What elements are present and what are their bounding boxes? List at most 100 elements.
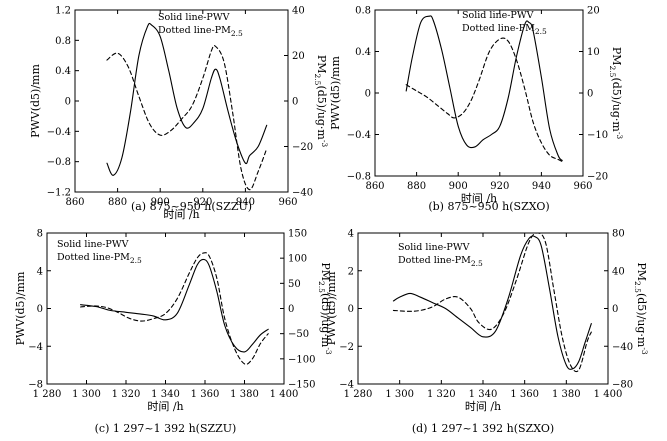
y-right-tick-label: −80 xyxy=(612,380,633,391)
x-tick-label: 960 xyxy=(573,181,592,192)
y-right-tick-label: 100 xyxy=(288,254,307,265)
x-tick-label: 1 280 xyxy=(344,389,373,400)
chart-panel-4: 1 280 1 300 1 320 1 340 1 360 1 380 1 400 −4 −2 0… xyxy=(325,229,649,436)
x-tick-label: 920 xyxy=(193,197,212,208)
x-tick-label: 1 320 xyxy=(112,389,141,400)
y-left-tick-label: 0.8 xyxy=(355,6,371,17)
y-right-tick-label: 20 xyxy=(292,51,305,62)
x-tick-label: 1 380 xyxy=(230,389,259,400)
legend-solid-line: Solid line-PWV xyxy=(462,10,534,21)
y-right-tick-label: −50 xyxy=(288,329,309,340)
y-left-axis-label: PWV(d5)/mm xyxy=(329,56,342,130)
y-right-tick-label: 40 xyxy=(292,6,305,17)
panel-caption: (b) 875~950 h(SZXO) xyxy=(428,200,549,213)
plot-frame xyxy=(374,9,584,177)
y-right-tick-label: −20 xyxy=(587,172,608,183)
y-left-tick-label: −0.4 xyxy=(47,127,71,138)
x-tick-label: 900 xyxy=(449,181,468,192)
y-left-tick-label: −1.2 xyxy=(47,188,71,199)
pm25-series-line xyxy=(106,45,268,191)
x-tick-label: 1 300 xyxy=(72,389,101,400)
y-right-tick-label: −40 xyxy=(292,188,313,199)
x-tick-label: 920 xyxy=(490,181,509,192)
y-right-tick-label: −150 xyxy=(288,380,315,391)
panel-caption: (c) 1 297~1 392 h(SZZU) xyxy=(95,422,237,435)
y-left-tick-label: 2 xyxy=(348,266,354,277)
y-right-tick-label: −20 xyxy=(292,142,313,153)
y-left-tick-label: −4 xyxy=(28,342,43,353)
pwv-series-line xyxy=(106,22,268,176)
legend-solid-line: Solid line-PWV xyxy=(398,242,470,253)
chart-panel-3: 1 280 1 300 1 320 1 340 1 360 1 380 1 400 −8 −4 0… xyxy=(14,229,333,436)
y-right-axis-label: PM2.5(d5)/ug·m-3 xyxy=(313,55,329,148)
x-tick-label: 940 xyxy=(532,181,551,192)
y-right-tick-label: 40 xyxy=(612,266,625,277)
y-right-tick-label: 0 xyxy=(288,304,294,315)
y-left-tick-label: 4 xyxy=(348,229,354,240)
chart-panel-1: 860 880 900 920 940 960 −1.2 −0.8 −0.4 0 0.4 0.8 1.2… xyxy=(29,6,329,222)
legend-dotted-line: Dotted line-PM2.5 xyxy=(398,255,483,268)
y-right-axis-label: PM2.5(d5)/ug·m-3 xyxy=(633,262,649,355)
x-axis-label: 时间 /h xyxy=(461,192,497,205)
y-right-tick-label: 0 xyxy=(587,89,593,100)
y-right-tick-label: 20 xyxy=(587,6,600,17)
y-right-tick-label: 0 xyxy=(612,304,618,315)
x-tick-label: 1 400 xyxy=(594,389,623,400)
x-tick-label: 1 340 xyxy=(469,389,498,400)
y-left-tick-label: −0.4 xyxy=(347,130,371,141)
y-right-tick-label: −40 xyxy=(612,342,633,353)
y-left-tick-label: −0.8 xyxy=(347,172,371,183)
plot-frame xyxy=(357,232,609,385)
x-axis-label: 时间 /h xyxy=(163,208,199,221)
y-right-axis-label: PM2.5(d5)/ug·m-3 xyxy=(317,262,333,355)
panel-caption: (d) 1 297~1 392 h(SZXO) xyxy=(412,422,554,435)
plot-frame xyxy=(74,9,289,193)
y-left-axis-label: PWV(d5)/mm xyxy=(325,271,338,345)
x-tick-label: 880 xyxy=(108,197,127,208)
x-tick-label: 1 380 xyxy=(552,389,581,400)
chart-panel-2: 860 880 900 920 940 960 −0.8 −0.4 0 0.4 0.8 −20 −10 0… xyxy=(329,6,624,214)
x-tick-label: 1 360 xyxy=(191,389,220,400)
legend-dotted-line: Dotted line-PM2.5 xyxy=(462,23,547,36)
pm25-series-line xyxy=(392,232,592,373)
x-tick-label: 1 300 xyxy=(385,389,414,400)
legend-dotted-line: Dotted line-PM2.5 xyxy=(158,25,243,38)
panel-caption: (a) 875~950 h(SZZU) xyxy=(131,200,252,213)
y-right-tick-label: −10 xyxy=(587,130,608,141)
x-tick-label: 1 320 xyxy=(427,389,456,400)
y-left-axis-label: PWV(d5)/mm xyxy=(29,64,42,138)
y-left-tick-label: 0 xyxy=(37,304,43,315)
x-axis-label: 时间 /h xyxy=(465,400,501,413)
y-left-tick-label: −4 xyxy=(339,380,354,391)
y-left-tick-label: 4 xyxy=(37,266,43,277)
y-left-axis-label: PWV(d5)/mm xyxy=(14,271,27,345)
y-left-tick-label: 0 xyxy=(65,97,71,108)
x-tick-label: 860 xyxy=(65,197,84,208)
legend-solid-line: Solid line-PWV xyxy=(57,239,129,250)
x-tick-label: 860 xyxy=(365,181,384,192)
pwv-series-line xyxy=(80,258,269,353)
x-tick-label: 1 360 xyxy=(510,389,539,400)
y-right-tick-label: 0 xyxy=(292,97,298,108)
y-right-tick-label: 80 xyxy=(612,229,625,240)
legend-solid-line: Solid line-PWV xyxy=(158,12,230,23)
x-tick-label: 1 400 xyxy=(270,389,299,400)
x-tick-label: 1 340 xyxy=(151,389,180,400)
y-right-tick-label: 50 xyxy=(288,279,301,290)
y-left-tick-label: 0 xyxy=(348,304,354,315)
x-tick-label: 880 xyxy=(407,181,426,192)
pm25-series-line xyxy=(80,252,269,365)
x-tick-label: 1 280 xyxy=(33,389,62,400)
x-tick-label: 960 xyxy=(278,197,297,208)
x-axis-label: 时间 /h xyxy=(147,400,183,413)
legend-dotted-line: Dotted line-PM2.5 xyxy=(57,252,142,265)
y-left-tick-label: 0.8 xyxy=(55,36,71,47)
y-left-tick-label: 0.4 xyxy=(355,47,371,58)
y-left-tick-label: 0.4 xyxy=(55,66,71,77)
y-left-tick-label: 8 xyxy=(37,229,43,240)
pwv-series-line xyxy=(405,15,563,161)
y-left-tick-label: 1.2 xyxy=(55,6,71,17)
y-right-tick-label: 150 xyxy=(288,229,307,240)
y-left-tick-label: −8 xyxy=(28,380,43,391)
